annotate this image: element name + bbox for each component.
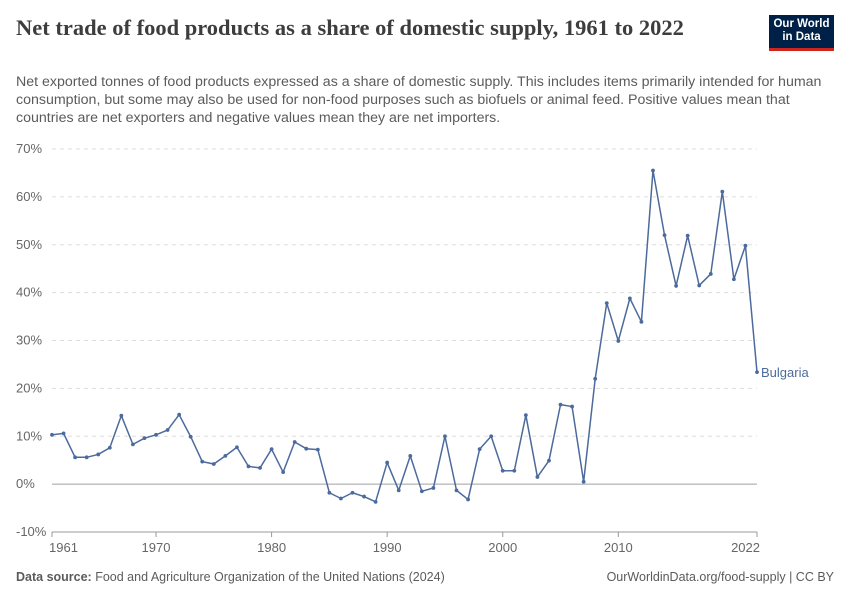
data-point[interactable] — [570, 404, 574, 409]
series-line-bulgaria[interactable] — [51, 169, 758, 503]
data-point[interactable] — [142, 436, 147, 441]
y-tick-label: 0% — [16, 476, 35, 491]
data-point[interactable] — [523, 413, 528, 418]
series-label[interactable]: Bulgaria — [761, 365, 809, 380]
data-point[interactable] — [165, 428, 170, 432]
data-point[interactable] — [304, 446, 309, 451]
data-point[interactable] — [177, 412, 182, 417]
data-point[interactable] — [500, 468, 505, 473]
data-point[interactable] — [489, 434, 494, 439]
logo-line-2: in Data — [782, 31, 821, 43]
data-point[interactable] — [651, 168, 655, 173]
y-tick-label: 50% — [16, 237, 42, 252]
data-point[interactable] — [477, 447, 482, 452]
data-point[interactable] — [396, 488, 401, 493]
data-point[interactable] — [662, 233, 667, 238]
data-point[interactable] — [200, 459, 205, 464]
data-point[interactable] — [154, 432, 158, 437]
data-point[interactable] — [581, 479, 586, 484]
data-point[interactable] — [269, 447, 274, 452]
footer-source: Data source: Food and Agriculture Organi… — [16, 570, 445, 584]
data-point[interactable] — [593, 376, 598, 381]
x-tick-label: 2010 — [604, 540, 633, 555]
y-tick-label: 10% — [16, 428, 42, 443]
data-point[interactable] — [558, 402, 563, 407]
data-point[interactable] — [443, 434, 447, 439]
y-tick-label: 60% — [16, 189, 42, 204]
y-tick-label: 40% — [16, 285, 42, 300]
data-point[interactable] — [419, 489, 424, 494]
data-point[interactable] — [697, 283, 702, 288]
series-group: Bulgaria — [50, 168, 809, 504]
x-tick-label: 1970 — [142, 540, 171, 555]
data-point[interactable] — [292, 440, 297, 444]
data-point[interactable] — [535, 475, 540, 479]
data-point[interactable] — [96, 452, 101, 457]
data-point[interactable] — [61, 431, 66, 436]
footer-license[interactable]: OurWorldinData.org/food-supply | CC BY — [606, 570, 834, 584]
x-axis-ticks: 1961 1970 1980 1990 2000 2010 2022 — [49, 532, 760, 555]
data-point[interactable] — [639, 319, 644, 324]
data-point[interactable] — [107, 445, 112, 450]
data-point[interactable] — [50, 432, 54, 437]
data-point[interactable] — [327, 490, 332, 495]
data-point[interactable] — [627, 296, 632, 301]
y-tick-label: -10% — [16, 524, 47, 539]
chart-title: Net trade of food products as a share of… — [16, 15, 684, 40]
x-tick-label: 2000 — [488, 540, 517, 555]
y-tick-label: 70% — [16, 141, 42, 156]
data-point[interactable] — [547, 458, 551, 463]
source-label: Data source: — [16, 570, 92, 584]
data-point[interactable] — [350, 490, 355, 495]
data-point[interactable] — [339, 496, 343, 501]
data-point[interactable] — [512, 468, 517, 473]
data-point[interactable] — [731, 277, 736, 282]
x-tick-label: 1980 — [257, 540, 286, 555]
data-point[interactable] — [131, 442, 135, 447]
data-point[interactable] — [604, 301, 609, 306]
data-point[interactable] — [281, 470, 286, 475]
data-point[interactable] — [235, 445, 239, 450]
chart-subtitle: Net exported tonnes of food products exp… — [16, 74, 822, 126]
data-point[interactable] — [362, 494, 366, 499]
data-point[interactable] — [315, 447, 320, 452]
x-tick-label: 1990 — [373, 540, 402, 555]
data-point[interactable] — [616, 339, 621, 343]
data-point[interactable] — [119, 413, 124, 418]
data-point[interactable] — [743, 243, 748, 248]
data-point[interactable] — [454, 488, 459, 493]
source-link[interactable]: Food and Agriculture Organization of the… — [95, 570, 445, 584]
y-tick-label: 20% — [16, 380, 42, 395]
y-tick-label: 30% — [16, 333, 42, 348]
data-point[interactable] — [223, 453, 228, 458]
data-point[interactable] — [408, 453, 413, 458]
data-point[interactable] — [73, 455, 78, 460]
data-point[interactable] — [373, 499, 378, 504]
data-point[interactable] — [84, 455, 89, 460]
owid-logo[interactable]: Our World in Data — [769, 15, 834, 51]
logo-line-1: Our World — [773, 18, 830, 30]
data-point[interactable] — [674, 284, 678, 288]
x-tick-label: 2022 — [731, 540, 760, 555]
data-point[interactable] — [466, 497, 470, 502]
x-tick-label: 1961 — [49, 540, 78, 555]
data-point[interactable] — [211, 462, 216, 466]
data-point[interactable] — [188, 434, 193, 439]
data-point[interactable] — [258, 465, 262, 470]
data-point[interactable] — [685, 233, 690, 238]
data-point[interactable] — [708, 272, 713, 276]
data-point[interactable] — [246, 464, 251, 469]
data-point[interactable] — [755, 370, 759, 374]
data-point[interactable] — [431, 486, 436, 490]
data-point[interactable] — [385, 460, 390, 465]
y-axis-ticks: -10% 0% 10% 20% 30% 40% 50% 60% 70% — [16, 141, 47, 539]
data-point[interactable] — [720, 189, 725, 194]
